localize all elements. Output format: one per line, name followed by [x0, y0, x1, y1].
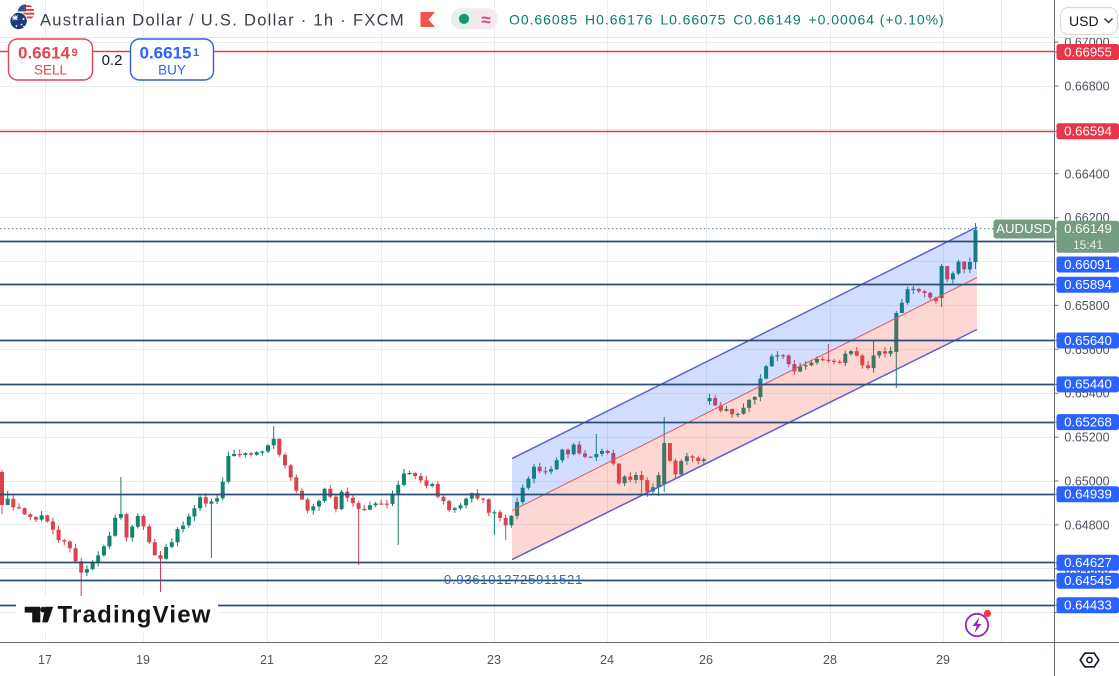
svg-text:USD: USD — [1069, 13, 1099, 29]
svg-text:1: 1 — [193, 47, 199, 59]
svg-text:0.65800: 0.65800 — [1064, 299, 1109, 313]
svg-text:0.64545: 0.64545 — [1064, 573, 1112, 588]
svg-text:0.66800: 0.66800 — [1064, 80, 1109, 94]
svg-text:TradingView: TradingView — [58, 602, 212, 629]
svg-text:0.64800: 0.64800 — [1064, 518, 1109, 532]
svg-text:AUDUSD: AUDUSD — [996, 221, 1052, 236]
svg-text:0.65440: 0.65440 — [1064, 377, 1112, 392]
svg-text:0.6615: 0.6615 — [140, 44, 192, 63]
svg-text:0.65000: 0.65000 — [1064, 475, 1109, 489]
svg-text:19: 19 — [136, 653, 150, 667]
svg-text:9: 9 — [72, 47, 78, 59]
svg-text:≈: ≈ — [481, 11, 490, 30]
svg-text:0.66955: 0.66955 — [1064, 44, 1112, 59]
svg-text:29: 29 — [936, 653, 950, 667]
svg-text:0.65200: 0.65200 — [1064, 431, 1109, 445]
svg-text:0.65268: 0.65268 — [1064, 414, 1112, 429]
svg-text:SELL: SELL — [34, 62, 68, 77]
svg-text:O0.66085 H0.66176 L0.66075: O0.66085 H0.66176 L0.66075 C0.66149 +0.0… — [509, 11, 945, 27]
svg-text:0.9361012725911521: 0.9361012725911521 — [444, 572, 583, 587]
svg-text:0.64627: 0.64627 — [1064, 555, 1112, 570]
svg-text:0.65894: 0.65894 — [1064, 277, 1112, 292]
svg-text:0.65640: 0.65640 — [1064, 333, 1112, 348]
svg-text:22: 22 — [374, 653, 388, 667]
svg-text:0.64939: 0.64939 — [1064, 487, 1112, 502]
svg-text:26: 26 — [699, 653, 713, 667]
svg-text:0.66594: 0.66594 — [1064, 124, 1112, 139]
svg-text:0.64433: 0.64433 — [1064, 598, 1112, 613]
svg-text:15:41: 15:41 — [1073, 238, 1103, 252]
svg-text:0.6614: 0.6614 — [18, 44, 71, 63]
svg-text:24: 24 — [600, 653, 614, 667]
svg-text:21: 21 — [260, 653, 274, 667]
svg-text:28: 28 — [823, 653, 837, 667]
svg-text:0.66091: 0.66091 — [1064, 257, 1112, 272]
svg-text:BUY: BUY — [158, 62, 186, 77]
svg-text:0.66149: 0.66149 — [1064, 221, 1112, 236]
svg-text:Australian Dollar / U.S. Dolla: Australian Dollar / U.S. Dollar · 1h · F… — [40, 12, 405, 30]
svg-text:0.66400: 0.66400 — [1064, 167, 1109, 181]
svg-text:23: 23 — [487, 653, 501, 667]
svg-text:17: 17 — [38, 653, 52, 667]
svg-text:0.2: 0.2 — [102, 52, 123, 69]
